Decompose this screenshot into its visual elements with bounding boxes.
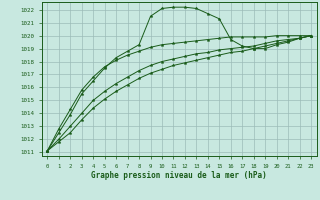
X-axis label: Graphe pression niveau de la mer (hPa): Graphe pression niveau de la mer (hPa) [91,171,267,180]
